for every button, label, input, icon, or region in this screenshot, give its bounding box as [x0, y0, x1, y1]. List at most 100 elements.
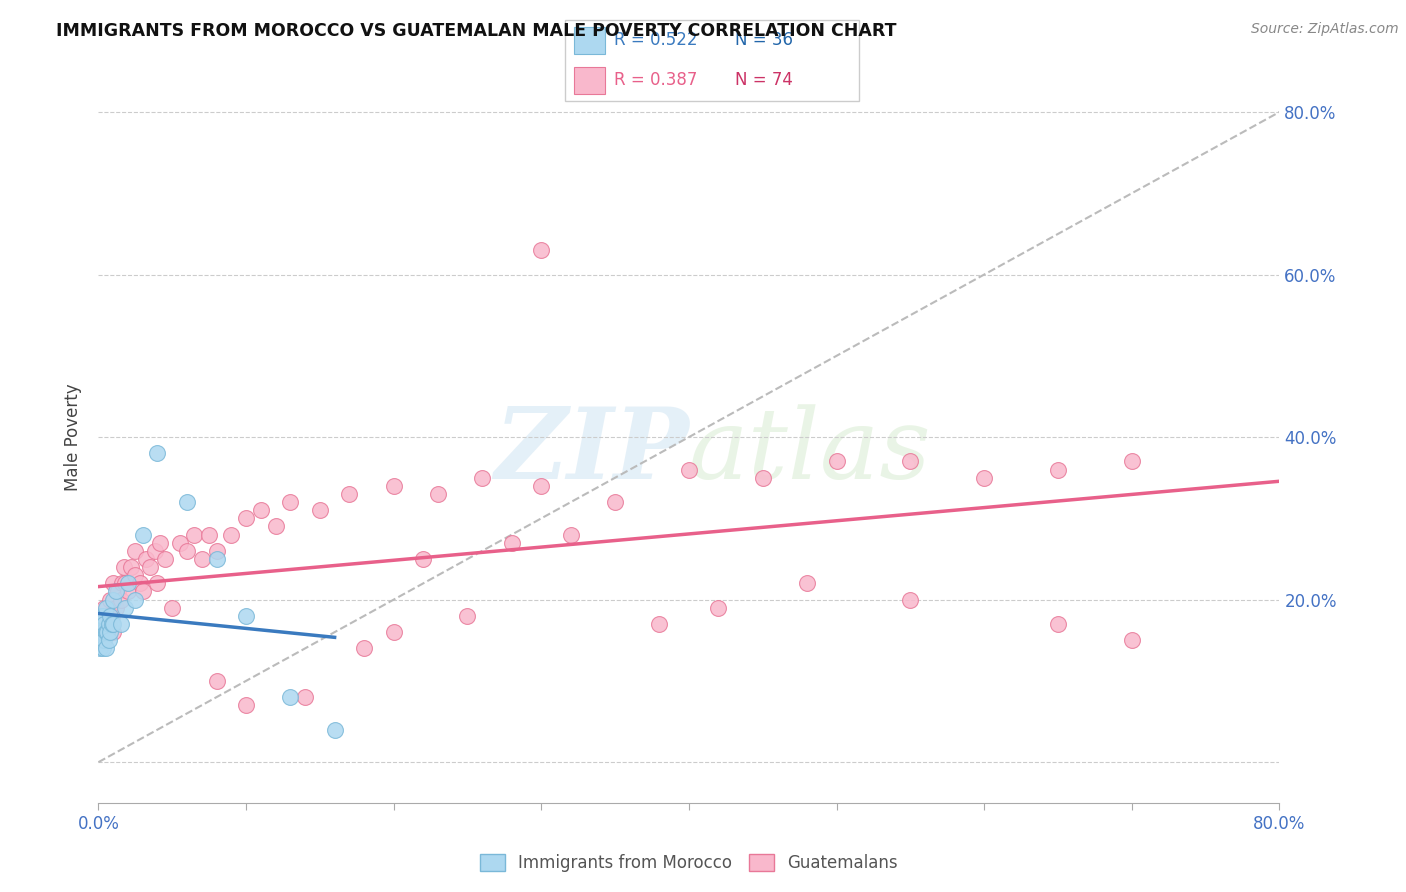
Point — [103, 592, 125, 607]
Point — [124, 592, 146, 607]
Text: R = 0.522: R = 0.522 — [614, 31, 697, 49]
Point — [219, 527, 242, 541]
Point — [1046, 462, 1069, 476]
Point — [97, 617, 120, 632]
Point — [339, 487, 360, 501]
Point — [132, 527, 155, 541]
Point — [250, 503, 273, 517]
Point — [94, 625, 117, 640]
Point — [169, 535, 191, 549]
Point — [900, 592, 922, 607]
Point — [103, 625, 125, 640]
Point — [94, 641, 117, 656]
Point — [751, 471, 773, 485]
Point — [93, 633, 115, 648]
Point — [143, 544, 166, 558]
Point — [100, 617, 122, 632]
Point — [323, 723, 346, 737]
Point — [139, 560, 162, 574]
Point — [176, 544, 198, 558]
Point — [91, 625, 114, 640]
Text: Source: ZipAtlas.com: Source: ZipAtlas.com — [1251, 22, 1399, 37]
Point — [471, 471, 494, 485]
Point — [501, 535, 523, 549]
Point — [93, 617, 115, 632]
Point — [90, 633, 112, 648]
Point — [91, 633, 114, 648]
Point — [110, 592, 132, 607]
Point — [530, 479, 553, 493]
Point — [146, 446, 169, 460]
Point — [112, 560, 135, 574]
Point — [900, 454, 922, 468]
Point — [176, 495, 198, 509]
Point — [309, 503, 332, 517]
Point — [94, 600, 117, 615]
Point — [103, 617, 125, 632]
Point — [198, 527, 221, 541]
Point — [87, 633, 110, 648]
Point — [278, 495, 302, 509]
Point — [796, 576, 818, 591]
FancyBboxPatch shape — [575, 67, 605, 95]
Point — [114, 576, 136, 591]
Point — [111, 576, 134, 591]
Point — [678, 462, 700, 476]
Point — [87, 625, 110, 640]
Point — [97, 633, 120, 648]
Point — [648, 617, 671, 632]
Text: N = 74: N = 74 — [735, 71, 793, 89]
Point — [973, 471, 995, 485]
Point — [412, 552, 434, 566]
Point — [205, 552, 228, 566]
Point — [235, 511, 257, 525]
Point — [153, 552, 176, 566]
Point — [456, 608, 478, 623]
Point — [135, 552, 157, 566]
Point — [90, 608, 112, 623]
Point — [162, 600, 183, 615]
Point — [87, 617, 110, 632]
Point — [89, 625, 111, 640]
FancyBboxPatch shape — [565, 20, 859, 101]
Y-axis label: Male Poverty: Male Poverty — [65, 384, 83, 491]
Point — [98, 608, 121, 623]
Point — [205, 544, 228, 558]
Point — [132, 584, 155, 599]
Point — [90, 608, 112, 623]
Point — [103, 576, 125, 591]
Point — [124, 568, 146, 582]
Point — [114, 600, 136, 615]
Point — [1046, 617, 1069, 632]
Point — [96, 608, 118, 623]
Point — [117, 576, 139, 591]
Point — [191, 552, 214, 566]
Text: ZIP: ZIP — [494, 403, 689, 500]
Point — [707, 600, 730, 615]
Legend: Immigrants from Morocco, Guatemalans: Immigrants from Morocco, Guatemalans — [474, 847, 904, 879]
Point — [146, 576, 169, 591]
Point — [382, 625, 405, 640]
Point — [98, 625, 121, 640]
Point — [264, 519, 287, 533]
Point — [98, 592, 121, 607]
Point — [353, 641, 375, 656]
Point — [382, 479, 405, 493]
Point — [825, 454, 848, 468]
FancyBboxPatch shape — [575, 27, 605, 54]
Point — [90, 625, 112, 640]
Point — [89, 617, 111, 632]
Point — [105, 600, 128, 615]
Text: atlas: atlas — [689, 404, 932, 500]
Point — [605, 495, 627, 509]
Point — [235, 608, 257, 623]
Point — [278, 690, 302, 705]
Point — [89, 625, 111, 640]
Point — [100, 608, 122, 623]
Point — [97, 617, 120, 632]
Point — [91, 641, 114, 656]
Point — [107, 584, 129, 599]
Point — [1121, 454, 1143, 468]
Point — [93, 600, 115, 615]
Point — [427, 487, 450, 501]
